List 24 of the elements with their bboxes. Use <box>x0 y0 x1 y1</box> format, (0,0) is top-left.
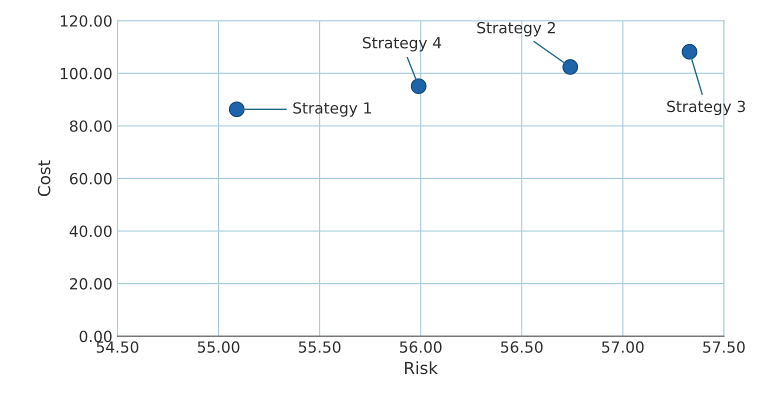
point <box>682 44 698 60</box>
x-tick-label: 56.00 <box>400 341 442 353</box>
y-tick-label: 100.00 <box>60 68 112 80</box>
y-axis-title: Cost <box>38 160 50 196</box>
annotation: Strategy 2 <box>477 22 555 36</box>
point <box>228 101 245 118</box>
y-tick-label: 60.00 <box>70 172 112 184</box>
y-tick-label: 0.00 <box>80 330 112 342</box>
annotation: Strategy 4 <box>362 36 442 52</box>
x-tick-label: 57.00 <box>602 341 644 353</box>
annotation: Strategy 3 <box>667 100 745 116</box>
point <box>410 78 427 94</box>
y-tick-label: 120.00 <box>60 15 112 27</box>
x-tick-label: 57.50 <box>703 341 745 353</box>
x-tick-label: 54.50 <box>96 341 138 353</box>
y-tick-label: 20.00 <box>70 278 112 290</box>
y-tick-label: 80.00 <box>70 120 112 132</box>
x-tick-label: 56.50 <box>501 341 543 353</box>
x-tick-label: 55.50 <box>298 341 340 353</box>
annotation: Strategy 1 <box>293 102 371 117</box>
y-tick-label: 40.00 <box>70 225 112 238</box>
x-axis-title: Risk <box>405 361 438 374</box>
x-tick-label: 55.00 <box>198 341 240 353</box>
point <box>562 59 578 75</box>
